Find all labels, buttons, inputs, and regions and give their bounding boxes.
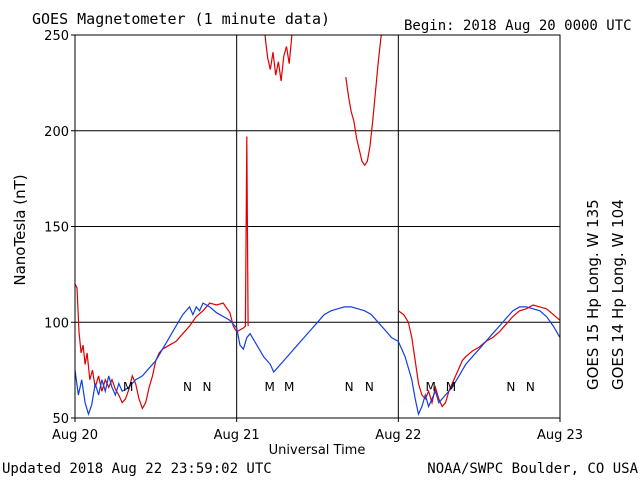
y-axis-label: NanoTesla (nT) [11, 174, 29, 285]
y-tick-label: 150 [44, 221, 69, 236]
marker-n: N [345, 380, 354, 394]
grid-lines [75, 35, 560, 418]
series-goes14 [75, 302, 560, 417]
marker-n: N [203, 380, 212, 394]
legend-goes15: GOES 15 Hp Long. W 135 [584, 199, 602, 390]
marker-m: M [264, 380, 274, 394]
line-goes14 [75, 302, 560, 417]
marker-m: M [123, 380, 133, 394]
begin-time: Begin: 2018 Aug 20 0000 UTC [404, 18, 632, 34]
marker-n: N [506, 380, 515, 394]
legend-goes14: GOES 14 Hp Long. W 104 [609, 199, 627, 390]
line-goes15 [345, 35, 382, 167]
x-axis-label: Universal Time [269, 443, 366, 458]
marker-m: M [284, 380, 294, 394]
line-goes15 [75, 136, 249, 410]
y-tick-label: 100 [44, 316, 69, 331]
y-tick-label: 250 [44, 29, 69, 44]
y-tick-label: 200 [44, 125, 69, 140]
marker-n: N [365, 380, 374, 394]
marker-n: N [183, 380, 192, 394]
x-tick-label: Aug 20 [52, 428, 98, 443]
credit: NOAA/SWPC Boulder, CO USA [427, 461, 638, 477]
marker-m: M [425, 380, 435, 394]
line-goes15 [264, 35, 293, 82]
marker-n: N [526, 380, 535, 394]
x-tick-label: Aug 21 [214, 428, 260, 443]
axis-ticks: 50 100 150 200 250 Aug 20 Aug 21 Aug 22 Aug 23 [44, 29, 583, 443]
line-goes15 [397, 304, 560, 408]
series-goes15 [75, 35, 560, 410]
x-tick-label: Aug 23 [537, 428, 583, 443]
series-layer [75, 35, 560, 417]
plot-frame [74, 34, 561, 419]
marker-m: M [446, 380, 456, 394]
y-tick-label: 50 [52, 412, 69, 427]
updated-time: Updated 2018 Aug 22 23:59:02 UTC [2, 461, 272, 477]
x-tick-label: Aug 22 [375, 428, 421, 443]
chart-title: GOES Magnetometer (1 minute data) [32, 10, 330, 28]
